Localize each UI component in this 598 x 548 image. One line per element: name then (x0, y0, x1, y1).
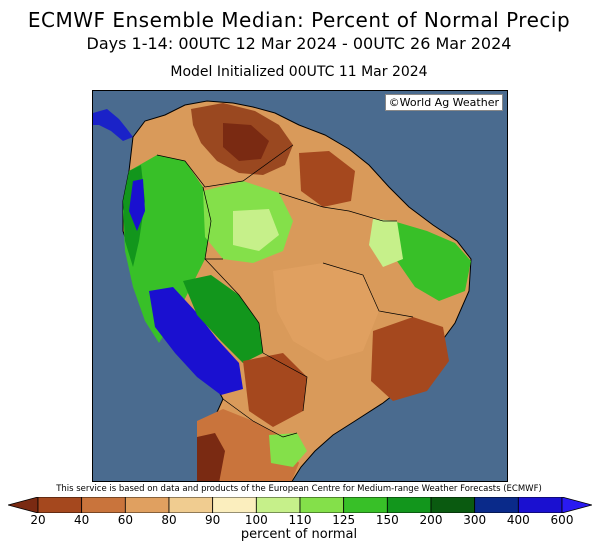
legend-tick-label: 150 (375, 513, 399, 527)
guiana-dry-zone (299, 151, 355, 207)
map-canvas (93, 91, 507, 481)
legend-tick-label: 60 (117, 513, 133, 527)
legend-swatch (8, 497, 39, 513)
legend-tick-label: 110 (288, 513, 312, 527)
legend-swatch (561, 497, 592, 513)
legend-swatch (474, 497, 519, 513)
legend-ticks: 20 40 60 80 90 100 110 125 150 200 300 400 600 (0, 513, 598, 529)
coastal-blue-zone (129, 179, 145, 231)
legend-swatch (81, 497, 126, 513)
ne-brazil-wet-zone (393, 221, 471, 301)
patagonia-dry-zone (197, 433, 225, 481)
legend-swatch (517, 497, 563, 513)
legend-swatch (168, 497, 214, 513)
forecast-period: Days 1-14: 00UTC 12 Mar 2024 - 00UTC 26 … (86, 34, 512, 53)
amazon-pale-zone (233, 209, 279, 251)
ne-brazil-pale-zone (369, 219, 403, 267)
legend-swatch (255, 497, 301, 513)
legend-unit-label: percent of normal (240, 527, 358, 542)
legend-tick-label: 300 (463, 513, 487, 527)
north-dry-core (223, 123, 269, 161)
precip-map: ©World Ag Weather (92, 90, 508, 482)
chart-title: ECMWF Ensemble Median: Percent of Normal… (27, 8, 571, 32)
color-legend (8, 497, 592, 513)
disclaimer-text: This service is based on data and produc… (56, 484, 542, 494)
legend-tick-label: 200 (419, 513, 443, 527)
legend-tick-label: 600 (550, 513, 574, 527)
legend-tick-label: 100 (244, 513, 268, 527)
central-america (93, 109, 133, 141)
paraguay-dry-zone (243, 353, 307, 427)
central-brazil-zone (273, 263, 379, 361)
legend-swatch (430, 497, 476, 513)
uruguay-wet-zone (269, 433, 307, 467)
legend-tick-label: 40 (74, 513, 90, 527)
model-init-time: Model Initialized 00UTC 11 Mar 2024 (170, 64, 428, 80)
legend-swatch (386, 497, 432, 513)
peru-blue-zone (149, 287, 243, 395)
east-brazil-dry-zone (371, 317, 449, 401)
legend-tick-label: 90 (205, 513, 221, 527)
legend-swatch (212, 497, 257, 513)
legend-swatch (124, 497, 170, 513)
legend-tick-label: 20 (30, 513, 46, 527)
credit-label: ©World Ag Weather (384, 94, 503, 111)
country-borders (156, 144, 414, 438)
legend-tick-label: 400 (506, 513, 530, 527)
bolivia-green-zone (183, 275, 263, 363)
legend-tick-label: 80 (161, 513, 177, 527)
andes-wet-zone (123, 155, 211, 343)
legend-swatch (343, 497, 388, 513)
legend-swatch (299, 497, 345, 513)
legend-tick-label: 125 (332, 513, 356, 527)
legend-swatch (37, 497, 83, 513)
